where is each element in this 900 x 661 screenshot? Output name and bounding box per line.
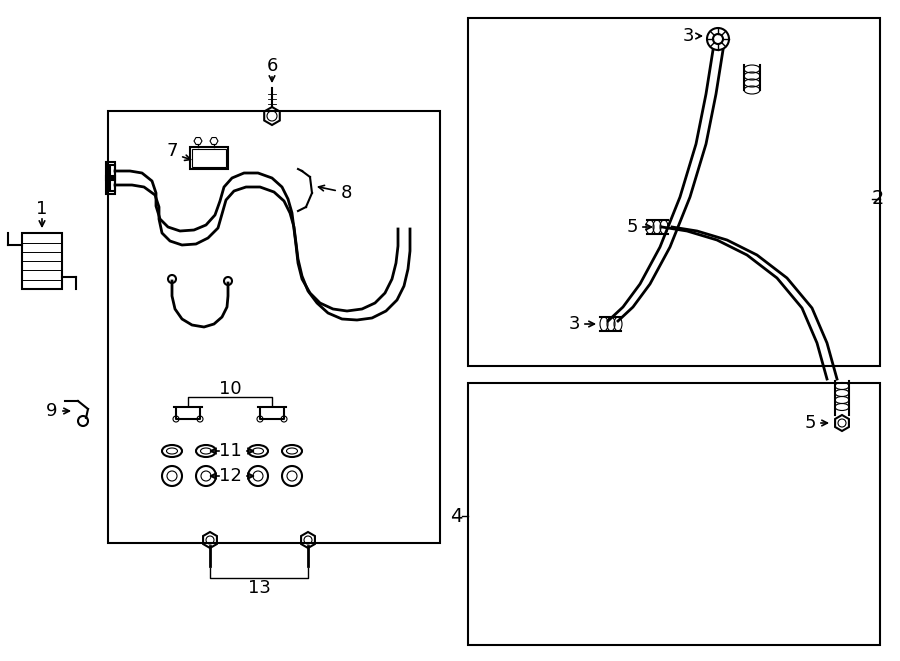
- Text: 10: 10: [219, 380, 241, 398]
- Bar: [192, 149, 226, 167]
- Text: 7: 7: [166, 142, 178, 160]
- Bar: [190, 147, 228, 169]
- Text: 3: 3: [682, 27, 694, 45]
- Text: 5: 5: [805, 414, 815, 432]
- Text: 5: 5: [626, 218, 638, 236]
- Bar: [22, 233, 62, 289]
- Text: 6: 6: [266, 57, 278, 75]
- Text: 8: 8: [340, 184, 352, 202]
- Text: 11: 11: [219, 442, 241, 460]
- Text: 4: 4: [450, 506, 463, 525]
- Text: 3: 3: [568, 315, 580, 333]
- Bar: [468, 18, 880, 366]
- Text: 2: 2: [872, 190, 884, 208]
- Text: 9: 9: [46, 402, 58, 420]
- Text: 13: 13: [248, 579, 270, 597]
- Bar: [108, 111, 440, 543]
- Bar: [110, 165, 115, 177]
- Bar: [110, 179, 115, 191]
- Text: 1: 1: [36, 200, 48, 218]
- Bar: [106, 162, 115, 180]
- Bar: [468, 383, 880, 645]
- Bar: [106, 176, 115, 194]
- Text: 12: 12: [219, 467, 241, 485]
